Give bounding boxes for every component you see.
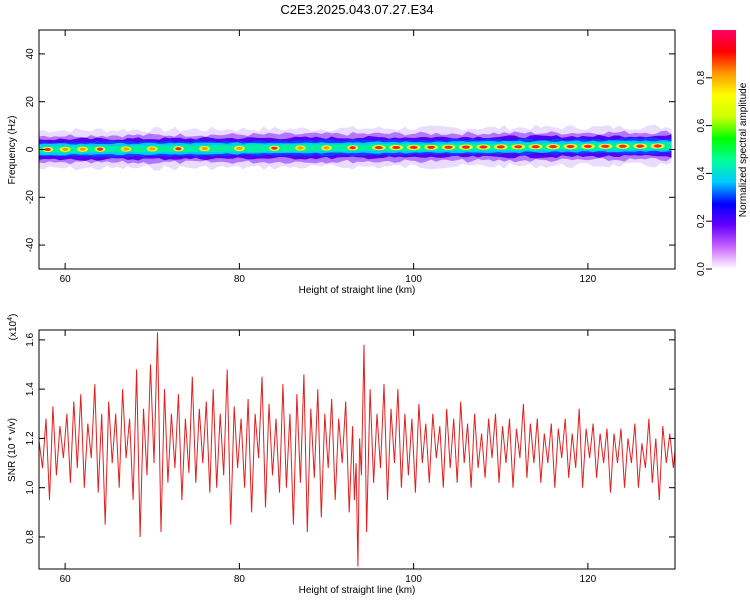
spectrogram-y-label: Frequency (Hz): [7, 116, 18, 185]
colorbar-tick-label: 0.2: [696, 214, 707, 228]
spectrogram-hot-core: [236, 146, 243, 150]
colorbar-tick-label: 0.8: [696, 70, 707, 84]
spectrogram-hot-core: [636, 144, 645, 148]
colorbar-ticks: 0.0 0.2 0.4 0.6 0.8: [696, 70, 712, 276]
y-tick-label: 1.2: [25, 431, 36, 445]
x-tick-label: 120: [580, 574, 597, 585]
spectrogram-y-ticks: -40 -20 0 20 40: [25, 48, 675, 252]
spectrogram-hot-core: [175, 147, 182, 151]
y-tick-label: 1.4: [25, 382, 36, 396]
y-tick-label: 1.0: [25, 480, 36, 494]
x-tick-label: 60: [60, 274, 72, 285]
colorbar-tick-label: 0.4: [696, 166, 707, 180]
spectrogram-hot-core: [297, 146, 304, 150]
spectrogram-hot-core: [62, 147, 69, 151]
colorbar-label: Normalized spectral amplitude: [738, 82, 749, 217]
x-tick-label: 100: [405, 274, 422, 285]
snr-y-ticks: 0.8 1.0 1.2 1.4 1.6: [25, 332, 675, 544]
spectrogram-hot-core: [444, 145, 453, 149]
spectrogram-hot-core: [496, 145, 505, 149]
y-tick-label: 0: [25, 146, 36, 152]
spectrogram-hot-core: [479, 145, 488, 149]
spectrogram-hot-core: [123, 147, 130, 151]
x-tick-label: 100: [405, 574, 422, 585]
spectrogram-hot-core: [392, 145, 401, 150]
spectrogram-hot-core: [653, 144, 662, 148]
colorbar-tick-label: 0.0: [696, 262, 707, 276]
y-tick-label: 20: [25, 96, 36, 108]
spectrogram-hot-core: [271, 146, 278, 150]
spectrogram-hot-core: [566, 144, 575, 149]
figure-title: C2E3.2025.043.07.27.E34: [280, 2, 433, 17]
snr-frame: [38, 329, 676, 570]
x-tick-label: 80: [234, 274, 246, 285]
spectrogram-hot-core: [601, 144, 610, 148]
spectrogram-hot-core: [79, 147, 86, 151]
y-tick-label: 40: [25, 48, 36, 60]
colorbar-tick-label: 0.6: [696, 118, 707, 132]
colorbar-gradient: [712, 30, 736, 269]
spectrogram-hot-core: [149, 147, 156, 151]
y-tick-label: -20: [25, 190, 36, 205]
spectrogram-hot-core: [427, 145, 436, 149]
spectrogram-hot-core: [549, 145, 558, 149]
x-tick-label: 60: [60, 574, 72, 585]
snr-x-ticks: 60 80 100 120: [60, 330, 597, 585]
spectrogram-hot-core: [349, 146, 356, 150]
x-tick-label: 120: [580, 274, 597, 285]
snr-panel: 60 80 100 120 0.8 1.0 1.2 1.4 1.6 Height of str…: [7, 314, 676, 596]
snr-multiplier: (x104): [7, 314, 19, 341]
spectrogram-x-ticks: 60 80 100 120: [60, 30, 597, 285]
snr-y-label: SNR (10 * v/v): [7, 418, 18, 482]
snr-series-line: [39, 332, 675, 567]
spectrogram-x-label: Height of straight line (km): [299, 285, 416, 296]
spectrogram-panel: 60 80 100 120 -40 -20 0 20 40 Height of straigh…: [7, 29, 676, 296]
spectrogram-hot-core: [201, 146, 208, 151]
y-tick-label: 0.8: [25, 530, 36, 544]
y-tick-label: -40: [25, 237, 36, 252]
spectrogram-band: [39, 124, 672, 171]
spectrogram-hot-core: [409, 145, 418, 149]
spectrogram-hot-core: [44, 147, 51, 152]
spectrogram-hot-core: [96, 147, 104, 151]
spectrogram-hot-core: [514, 145, 523, 149]
spectrogram-hot-core: [531, 145, 540, 149]
spectrogram-hot-core: [461, 145, 470, 149]
spectrogram-hot-core: [323, 146, 330, 150]
y-tick-label: 1.6: [25, 332, 36, 346]
x-tick-label: 80: [234, 574, 246, 585]
colorbar: 0.0 0.2 0.4 0.6 0.8 Normalized spectral ampl…: [696, 30, 749, 276]
snr-x-label: Height of straight line (km): [299, 585, 416, 596]
spectrogram-hot-core: [374, 145, 383, 150]
spectrogram-hot-core: [583, 144, 592, 149]
spectrogram-hot-core: [618, 144, 627, 148]
